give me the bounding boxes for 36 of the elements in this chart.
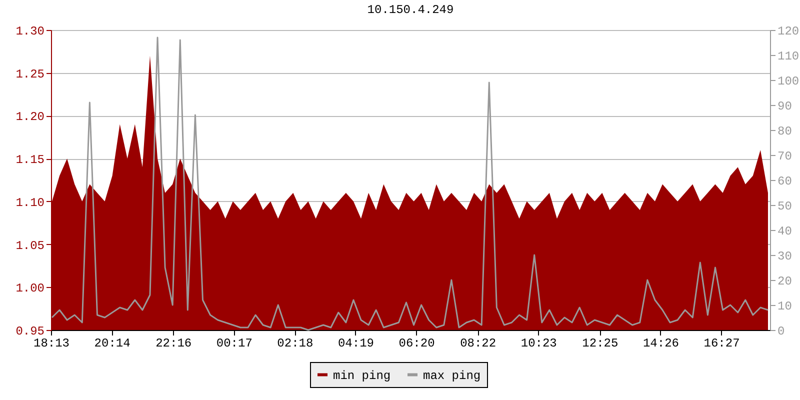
- y2-tick-label: 40: [778, 224, 792, 238]
- x-tick-label: 06:20: [398, 336, 435, 350]
- y-tick-label: 1.05: [16, 238, 44, 253]
- x-tick-label: 20:14: [94, 336, 130, 350]
- y2-tick-label: 100: [778, 74, 800, 88]
- y-tick-label: 1.15: [16, 153, 44, 168]
- legend-label: max ping: [423, 368, 481, 383]
- y2-tick-label: 50: [778, 200, 792, 214]
- y-tick-label: 0.95: [16, 324, 44, 338]
- y2-tick-label: 110: [778, 50, 800, 64]
- y-tick-label: 1.00: [16, 282, 44, 296]
- x-tick-label: 10:23: [520, 336, 557, 350]
- y2-tick-label: 0: [778, 324, 785, 338]
- y2-tick-label: 10: [778, 300, 792, 314]
- y2-tick-label: 70: [778, 150, 792, 164]
- y2-tick-label: 30: [778, 250, 792, 264]
- x-tick-label: 18:13: [33, 336, 70, 350]
- x-tick-label: 08:22: [460, 336, 496, 350]
- y2-tick-label: 90: [778, 100, 792, 114]
- y2-tick-label: 80: [778, 124, 792, 138]
- x-tick-label: 02:18: [277, 336, 314, 350]
- chart-title: 10.150.4.249: [367, 3, 454, 17]
- x-tick-label: 22:16: [156, 336, 192, 350]
- y-tick-label: 1.30: [16, 24, 44, 38]
- y2-tick-label: 120: [778, 24, 800, 38]
- y2-tick-label: 20: [778, 274, 792, 288]
- y-tick-label: 1.20: [16, 110, 44, 124]
- x-tick-label: 12:25: [582, 336, 618, 350]
- x-tick-label: 04:19: [338, 336, 374, 350]
- x-tick-label: 00:17: [216, 336, 252, 350]
- y-tick-label: 1.10: [16, 196, 44, 210]
- y-tick-label: 1.25: [16, 67, 44, 82]
- x-tick-label: 14:26: [642, 336, 679, 350]
- legend-label: min ping: [333, 368, 391, 383]
- y2-tick-label: 60: [778, 174, 792, 188]
- x-tick-label: 16:27: [704, 336, 740, 350]
